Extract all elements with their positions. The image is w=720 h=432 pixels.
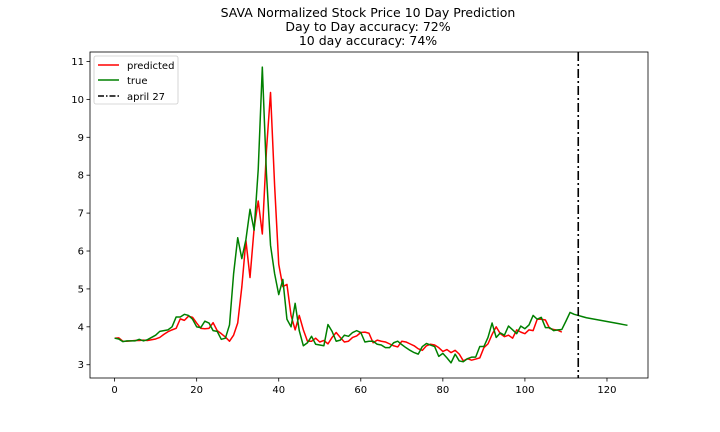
y-tick-label: 9 [78, 133, 84, 144]
y-tick-label: 7 [78, 209, 84, 220]
x-tick-label: 100 [515, 385, 534, 396]
x-tick-label: 0 [111, 385, 117, 396]
plot-frame [89, 51, 649, 379]
series-layer [114, 66, 628, 364]
y-tick-label: 5 [78, 284, 84, 295]
legend-label-predicted: predicted [127, 61, 174, 72]
plot-area: 0 20 40 60 80 100 120 3 4 5 6 7 8 9 10 11 [71, 51, 649, 396]
x-tick-label: 120 [597, 385, 616, 396]
x-tick-label: 80 [436, 385, 449, 396]
legend-box [93, 55, 179, 105]
y-tick-label: 11 [71, 57, 84, 68]
chart-title-line-2: Day to Day accuracy: 72% [285, 19, 450, 34]
chart-title-line-1: SAVA Normalized Stock Price 10 Day Predi… [221, 5, 516, 20]
y-tick-label: 10 [71, 95, 84, 106]
x-tick-label: 60 [354, 385, 367, 396]
x-tick-label: 40 [272, 385, 285, 396]
y-tick-label: 4 [78, 322, 84, 333]
y-tick-label: 6 [78, 247, 84, 258]
y-tick-label: 8 [78, 171, 84, 182]
legend-label-april-27: april 27 [127, 92, 165, 103]
x-axis: 0 20 40 60 80 100 120 [111, 378, 617, 396]
y-tick-label: 3 [78, 360, 84, 371]
legend-label-true: true [127, 76, 148, 87]
legend: predicted true april 27 [93, 55, 179, 105]
x-tick-label: 20 [190, 385, 203, 396]
series-line-true [114, 66, 628, 364]
chart-title-line-3: 10 day accuracy: 74% [299, 33, 437, 48]
y-axis: 3 4 5 6 7 8 9 10 11 [71, 57, 90, 371]
